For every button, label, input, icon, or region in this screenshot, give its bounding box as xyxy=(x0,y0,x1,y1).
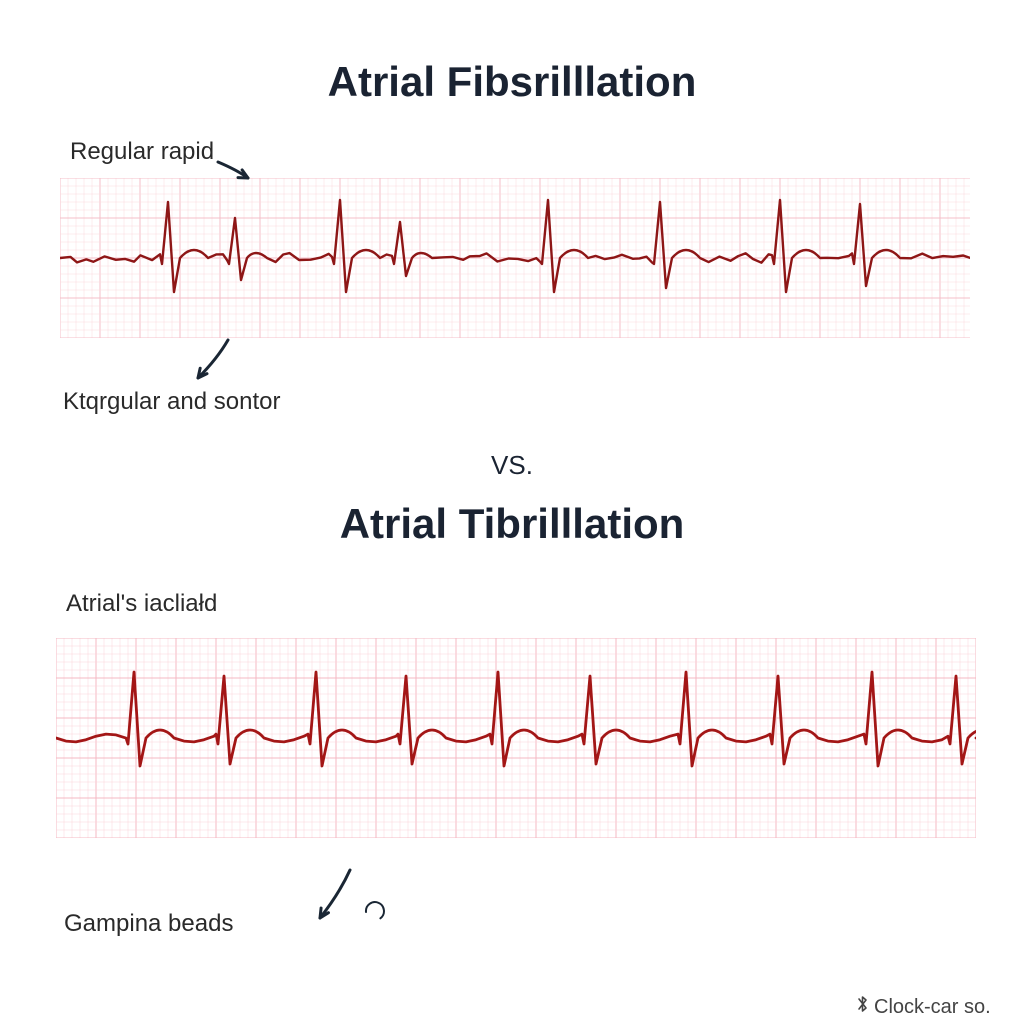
section1-annot-top: Regular rapid xyxy=(70,138,214,166)
circle-mark-icon xyxy=(363,900,387,924)
ecg-strip-1 xyxy=(60,178,970,338)
watermark: Clock-car so. xyxy=(856,994,991,1020)
section2-annot-top: Atrial's iacliałd xyxy=(66,590,217,618)
vs-label: VS. xyxy=(491,450,533,481)
arrow-icon xyxy=(198,142,268,198)
section1-title: Atrial Fibsrilllation xyxy=(328,58,697,106)
bluetooth-icon xyxy=(856,994,870,1020)
ecg-strip-2 xyxy=(56,638,976,838)
arrow-icon xyxy=(300,850,370,938)
section2-annot-bottom: Gampina beads xyxy=(64,910,233,938)
arrow-icon xyxy=(178,320,248,398)
section2-title: Atrial Tibrilllation xyxy=(340,500,685,548)
watermark-text: Clock-car so. xyxy=(874,996,991,1019)
